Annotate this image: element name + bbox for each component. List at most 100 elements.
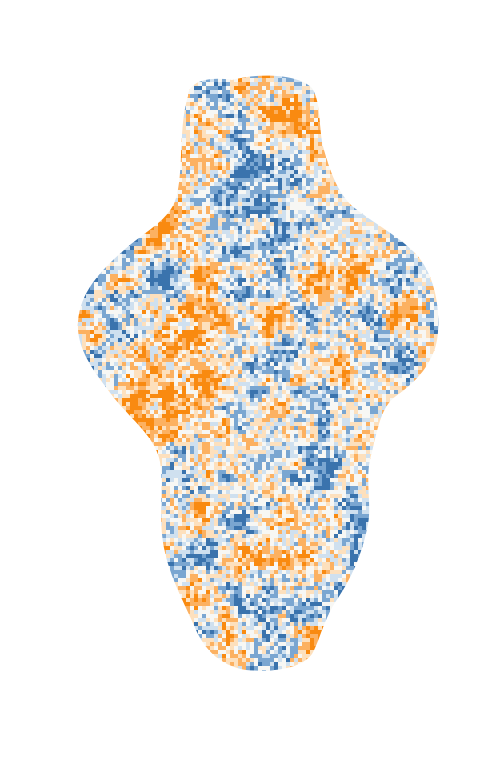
noise-pixel (122, 75, 126, 78)
noise-pixel (118, 266, 122, 270)
noise-pixel (430, 238, 434, 242)
noise-pixel (266, 174, 270, 178)
noise-pixel (110, 166, 114, 170)
noise-pixel (106, 86, 110, 90)
noise-pixel (166, 190, 170, 194)
noise-pixel (354, 150, 358, 154)
noise-pixel (310, 278, 314, 282)
noise-pixel (274, 250, 278, 254)
noise-pixel (182, 226, 186, 230)
noise-pixel (190, 118, 194, 122)
noise-pixel (126, 266, 130, 270)
noise-pixel (286, 158, 290, 162)
noise-pixel (430, 78, 434, 82)
noise-pixel (342, 230, 346, 234)
noise-pixel (250, 166, 254, 170)
noise-pixel (426, 78, 430, 82)
noise-pixel (330, 186, 334, 190)
noise-pixel (142, 126, 146, 130)
noise-pixel (354, 274, 358, 278)
noise-pixel (166, 214, 170, 218)
noise-pixel (146, 262, 150, 266)
noise-pixel (102, 162, 106, 166)
noise-pixel (326, 154, 330, 158)
noise-pixel (214, 218, 218, 222)
noise-pixel (434, 210, 438, 214)
noise-pixel (122, 98, 126, 102)
noise-pixel (86, 262, 90, 266)
noise-pixel (230, 170, 234, 174)
noise-pixel (286, 214, 290, 218)
noise-pixel (298, 214, 302, 218)
noise-pixel (86, 246, 90, 250)
noise-pixel (410, 82, 414, 86)
noise-pixel (302, 75, 306, 78)
noise-pixel (374, 238, 378, 242)
noise-pixel (118, 230, 122, 234)
noise-pixel (110, 254, 114, 258)
noise-pixel (286, 174, 290, 178)
noise-pixel (170, 202, 174, 206)
noise-pixel (350, 134, 354, 138)
noise-pixel (86, 242, 90, 246)
noise-pixel (202, 274, 206, 278)
noise-pixel (250, 262, 254, 266)
noise-pixel (226, 222, 230, 226)
noise-pixel (194, 138, 198, 142)
noise-pixel (270, 114, 274, 118)
noise-pixel (158, 166, 162, 170)
noise-pixel (77, 202, 78, 206)
noise-pixel (170, 82, 174, 86)
noise-pixel (402, 114, 406, 118)
noise-pixel (222, 78, 226, 82)
noise-pixel (290, 110, 294, 114)
noise-pixel (162, 94, 166, 98)
noise-pixel (350, 82, 354, 86)
noise-pixel (438, 90, 439, 94)
noise-pixel (186, 214, 190, 218)
noise-pixel (322, 118, 326, 122)
noise-pixel (186, 122, 190, 126)
noise-pixel (294, 126, 298, 130)
noise-pixel (82, 166, 86, 170)
noise-pixel (98, 174, 102, 178)
noise-pixel (266, 110, 270, 114)
noise-pixel (394, 238, 398, 242)
noise-pixel (238, 122, 242, 126)
noise-pixel (118, 210, 122, 214)
noise-pixel (382, 162, 386, 166)
noise-pixel (174, 218, 178, 222)
noise-pixel (206, 174, 210, 178)
noise-pixel (222, 162, 226, 166)
noise-pixel (290, 150, 294, 154)
noise-pixel (406, 198, 410, 202)
noise-pixel (210, 218, 214, 222)
noise-pixel (122, 182, 126, 186)
noise-pixel (230, 150, 234, 154)
noise-pixel (362, 258, 366, 262)
noise-pixel (370, 130, 374, 134)
noise-pixel (310, 75, 314, 78)
noise-pixel (342, 118, 346, 122)
noise-pixel (414, 75, 418, 78)
noise-pixel (198, 262, 202, 266)
noise-pixel (286, 222, 290, 226)
noise-pixel (270, 222, 274, 226)
noise-pixel (318, 182, 322, 186)
noise-pixel (266, 130, 270, 134)
noise-pixel (174, 210, 178, 214)
noise-pixel (82, 82, 86, 86)
noise-pixel (122, 86, 126, 90)
noise-pixel (238, 102, 242, 106)
noise-pixel (226, 130, 230, 134)
noise-pixel (302, 102, 306, 106)
noise-pixel (114, 206, 118, 210)
noise-pixel (282, 126, 286, 130)
noise-pixel (194, 174, 198, 178)
noise-pixel (262, 150, 266, 154)
noise-pixel (334, 146, 338, 150)
noise-pixel (370, 278, 374, 282)
noise-pixel (150, 138, 154, 142)
noise-pixel (70, 270, 74, 274)
noise-pixel (278, 174, 282, 178)
